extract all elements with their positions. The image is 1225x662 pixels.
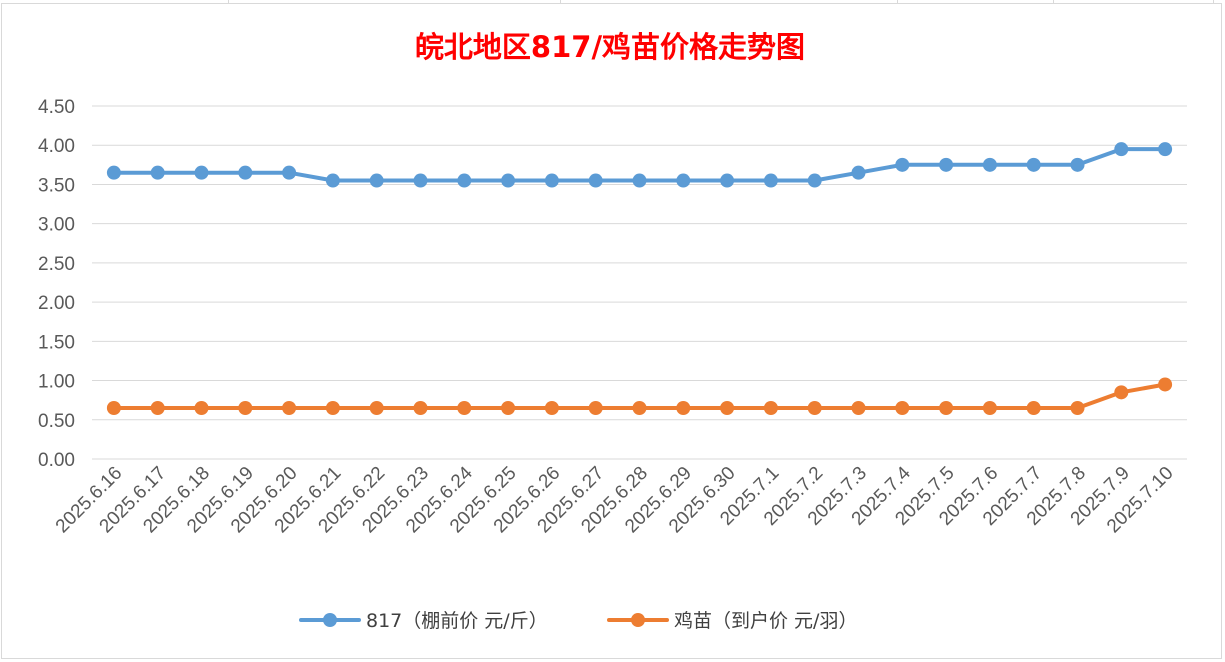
data-point	[982, 401, 997, 416]
data-point	[1158, 142, 1173, 157]
data-point	[413, 173, 428, 188]
data-point	[106, 401, 121, 416]
data-point	[282, 401, 297, 416]
data-point	[1070, 157, 1085, 172]
data-point	[369, 401, 384, 416]
data-point	[982, 157, 997, 172]
series-0	[106, 142, 1173, 188]
y-tick-label: 4.00	[38, 136, 75, 157]
data-point	[106, 165, 121, 180]
legend-label-chick: 鸡苗（到户价 元/羽）	[674, 610, 857, 632]
chart-area[interactable]	[1, 3, 1222, 659]
legend-item-chick[interactable]: 鸡苗（到户价 元/羽）	[607, 610, 857, 632]
data-point	[150, 401, 165, 416]
chart-title: 皖北地区817/鸡苗价格走势图	[415, 30, 805, 64]
data-point	[895, 157, 910, 172]
data-point	[588, 173, 603, 188]
data-point	[413, 401, 428, 416]
data-point	[544, 401, 559, 416]
y-axis-ticks: 0.00 0.50 1.00 1.50 2.00 2.50 3.00 3.50 4.00 4.50	[38, 97, 75, 471]
data-point	[939, 157, 954, 172]
y-tick-label: 4.50	[38, 97, 75, 118]
data-point	[544, 173, 559, 188]
data-point	[194, 401, 209, 416]
data-point	[457, 401, 472, 416]
data-point	[632, 173, 647, 188]
data-point	[150, 165, 165, 180]
data-point	[807, 401, 822, 416]
data-point	[763, 173, 778, 188]
data-point	[501, 173, 516, 188]
data-point	[763, 401, 778, 416]
data-point	[1026, 401, 1041, 416]
data-point	[720, 401, 735, 416]
plot-area[interactable]	[106, 142, 1173, 416]
y-tick-label: 1.50	[38, 332, 75, 353]
sheet-gridline	[560, 0, 561, 4]
sheet-gridline	[1053, 0, 1054, 4]
y-tick-label: 3.00	[38, 215, 75, 236]
y-tick-label: 1.00	[38, 372, 75, 393]
data-point	[851, 401, 866, 416]
y-tick-label: 0.50	[38, 411, 75, 432]
y-tick-label: 0.00	[38, 450, 75, 471]
y-tick-label: 2.00	[38, 293, 75, 314]
data-point	[895, 401, 910, 416]
data-point	[1026, 157, 1041, 172]
data-point	[1070, 401, 1085, 416]
data-point	[1158, 377, 1173, 392]
legend-label-817: 817（棚前价 元/斤）	[366, 610, 548, 632]
data-point	[325, 173, 340, 188]
data-point	[369, 173, 384, 188]
data-point	[807, 173, 822, 188]
sheet-gridline	[1213, 0, 1214, 4]
x-axis-ticks: 2025.6.162025.6.172025.6.182025.6.192025…	[52, 462, 1178, 537]
data-point	[851, 165, 866, 180]
data-point	[676, 173, 691, 188]
data-point	[501, 401, 516, 416]
y-tick-label: 3.50	[38, 175, 75, 196]
data-point	[238, 401, 253, 416]
y-tick-label: 2.50	[38, 254, 75, 275]
data-point	[588, 401, 603, 416]
legend[interactable]: 817（棚前价 元/斤） 鸡苗（到户价 元/羽）	[299, 610, 857, 632]
legend-item-817[interactable]: 817（棚前价 元/斤）	[299, 610, 548, 632]
data-point	[939, 401, 954, 416]
data-point	[676, 401, 691, 416]
data-point	[632, 401, 647, 416]
data-point	[282, 165, 297, 180]
data-point	[457, 173, 472, 188]
sheet-gridline	[897, 0, 898, 4]
data-point	[194, 165, 209, 180]
data-point	[1114, 385, 1129, 400]
data-point	[720, 173, 735, 188]
legend-marker-817	[323, 613, 337, 627]
data-point	[238, 165, 253, 180]
legend-marker-chick	[631, 613, 645, 627]
data-point	[325, 401, 340, 416]
series-1	[106, 377, 1173, 416]
sheet-gridline	[228, 0, 229, 4]
data-point	[1114, 142, 1129, 157]
